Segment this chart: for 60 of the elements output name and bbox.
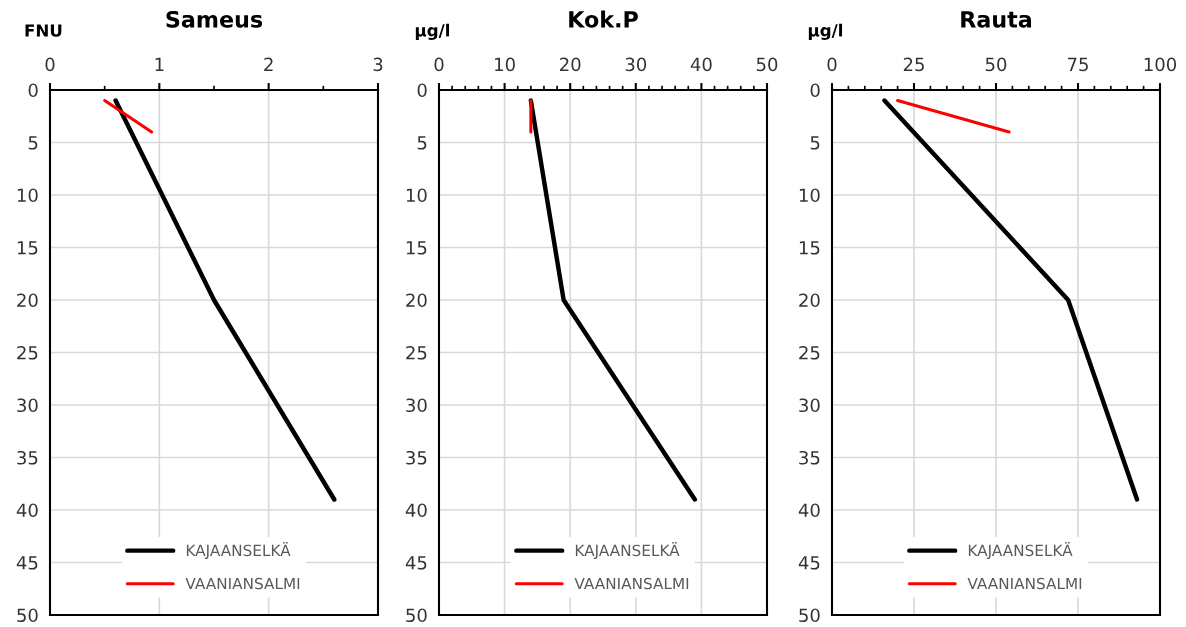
x-tick-label: 100 bbox=[1144, 57, 1177, 72]
y-tick-label: 35 bbox=[17, 450, 38, 465]
y-tick-label: 25 bbox=[406, 345, 427, 360]
y-tick-label: 30 bbox=[406, 398, 427, 413]
y-tick-label: 15 bbox=[799, 241, 820, 255]
x-tick-label: 0 bbox=[434, 57, 444, 72]
legend-label: VAANIANSALMI bbox=[574, 577, 689, 590]
x-tick-label: 0 bbox=[45, 57, 55, 72]
y-tick-label: 25 bbox=[17, 345, 38, 360]
x-tick-label: 50 bbox=[756, 57, 778, 72]
y-tick-label: 45 bbox=[16, 556, 38, 570]
y-tick-label: 0 bbox=[28, 83, 38, 98]
chart-title: Sameus bbox=[166, 10, 263, 28]
legend-label: KAJAANSELKÄ bbox=[186, 542, 291, 560]
y-tick-label: 45 bbox=[405, 556, 427, 570]
y-tick-label: 5 bbox=[28, 136, 38, 150]
y-tick-label: 40 bbox=[798, 503, 820, 518]
y-tick-label: 35 bbox=[406, 450, 427, 465]
y-tick-label: 40 bbox=[405, 503, 427, 518]
y-tick-label: 45 bbox=[798, 556, 820, 570]
y-tick-label: 35 bbox=[799, 450, 820, 465]
y-tick-label: 40 bbox=[16, 503, 38, 518]
x-tick-label: 10 bbox=[495, 57, 515, 72]
x-tick-label: 2 bbox=[264, 57, 273, 71]
legend-label: VAANIANSALMI bbox=[185, 577, 300, 590]
y-tick-label: 5 bbox=[810, 136, 820, 150]
y-tick-label: 15 bbox=[406, 241, 427, 255]
y-axis-title: FNU bbox=[25, 24, 62, 37]
y-axis-title: µg/l bbox=[808, 23, 843, 40]
y-tick-label: 10 bbox=[17, 188, 38, 203]
y-tick-label: 50 bbox=[799, 608, 820, 623]
y-tick-label: 30 bbox=[799, 398, 820, 413]
x-tick-label: 0 bbox=[827, 57, 837, 72]
y-tick-label: 0 bbox=[417, 83, 427, 98]
y-tick-label: 20 bbox=[799, 293, 820, 308]
y-tick-label: 5 bbox=[417, 136, 427, 150]
x-tick-label: 30 bbox=[625, 57, 647, 72]
y-tick-label: 20 bbox=[406, 293, 427, 308]
y-tick-label: 30 bbox=[17, 398, 38, 413]
y-tick-label: 50 bbox=[17, 608, 38, 623]
y-tick-label: 15 bbox=[17, 241, 38, 255]
x-tick-label: 1 bbox=[155, 57, 164, 71]
x-tick-label: 40 bbox=[690, 57, 712, 72]
legend-label: KAJAANSELKÄ bbox=[968, 542, 1073, 560]
legend-label: VAANIANSALMI bbox=[967, 577, 1082, 590]
x-tick-label: 3 bbox=[373, 57, 383, 72]
x-tick-label: 50 bbox=[985, 57, 1007, 72]
y-tick-label: 25 bbox=[799, 345, 820, 360]
y-axis-title: µg/l bbox=[415, 23, 450, 40]
y-tick-label: 10 bbox=[799, 188, 820, 203]
x-tick-label: 75 bbox=[1067, 57, 1088, 72]
y-tick-label: 10 bbox=[406, 188, 427, 203]
x-tick-label: 25 bbox=[903, 57, 924, 72]
y-tick-label: 20 bbox=[17, 293, 38, 308]
x-tick-label: 20 bbox=[560, 57, 581, 72]
y-tick-label: 0 bbox=[810, 83, 820, 98]
y-tick-label: 50 bbox=[406, 608, 427, 623]
legend-label: KAJAANSELKÄ bbox=[575, 542, 680, 560]
chart-title: Rauta bbox=[961, 11, 1032, 28]
chart-title: Kok.P bbox=[569, 10, 638, 28]
